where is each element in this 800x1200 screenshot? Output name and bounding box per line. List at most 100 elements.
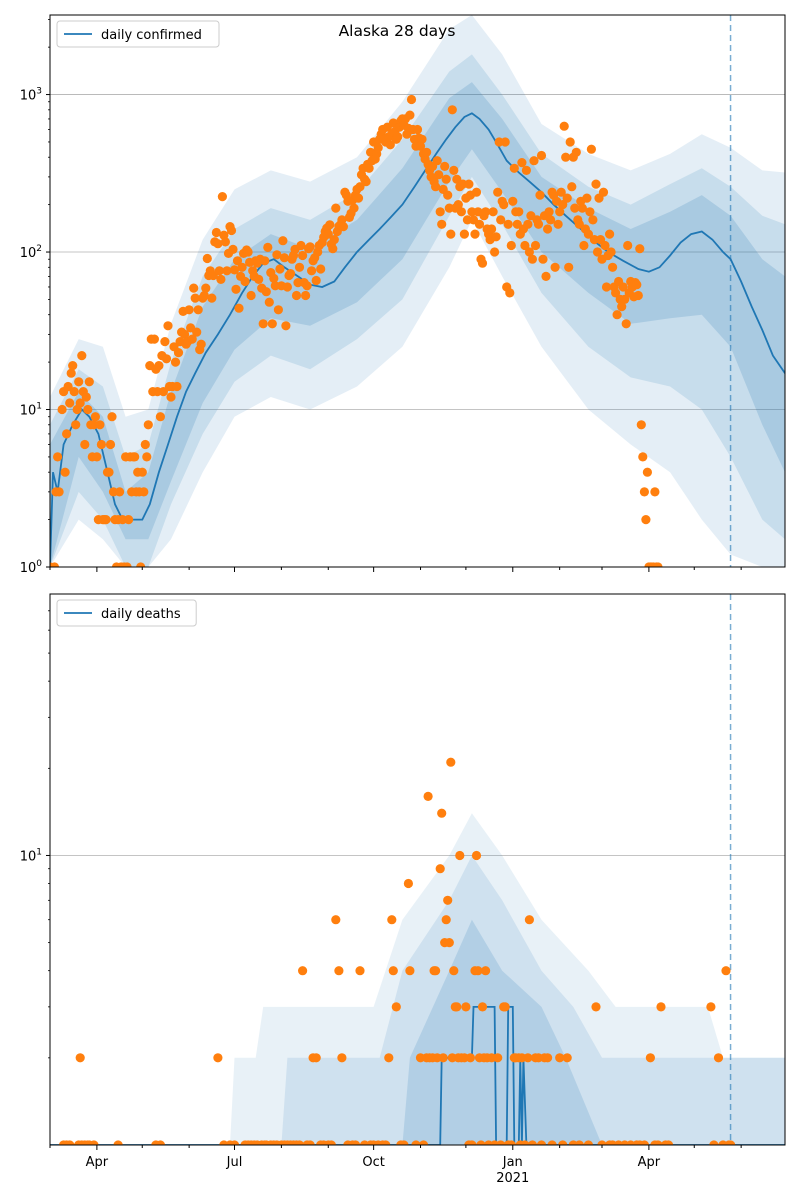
data-point xyxy=(278,236,288,246)
data-point xyxy=(96,439,106,450)
data-point xyxy=(523,1053,533,1063)
data-point xyxy=(403,878,413,889)
data-point xyxy=(481,966,491,976)
data-point xyxy=(237,262,247,272)
data-point xyxy=(663,1140,674,1145)
data-point xyxy=(465,1053,475,1063)
data-point xyxy=(641,515,651,525)
x-tick-label: Jul xyxy=(226,1155,243,1170)
plot-area xyxy=(50,594,785,1145)
data-point xyxy=(202,253,212,264)
data-point xyxy=(234,303,244,313)
data-point xyxy=(172,381,182,392)
data-point xyxy=(74,377,84,387)
uncertainty-band xyxy=(50,919,785,1145)
data-point xyxy=(586,144,597,154)
data-point xyxy=(412,124,423,135)
data-point xyxy=(50,562,60,567)
data-point xyxy=(620,294,630,304)
data-point xyxy=(406,94,417,105)
data-point xyxy=(75,398,85,408)
data-point xyxy=(387,915,397,925)
data-point xyxy=(533,219,544,229)
data-point xyxy=(405,966,415,976)
data-point xyxy=(521,165,532,175)
x-tick-label: Jan xyxy=(502,1155,523,1170)
x-tick-year-label: 2021 xyxy=(496,1171,529,1186)
data-point xyxy=(338,222,348,232)
data-point xyxy=(415,141,426,151)
data-point xyxy=(80,439,90,450)
data-point xyxy=(726,1140,736,1145)
data-point xyxy=(201,283,211,293)
data-point xyxy=(618,282,628,292)
data-point xyxy=(391,1002,401,1012)
data-point xyxy=(305,242,315,252)
data-point xyxy=(373,143,383,153)
chart-title: Alaska 28 days xyxy=(339,22,456,40)
data-point xyxy=(388,966,398,976)
data-point xyxy=(77,351,87,361)
data-point xyxy=(577,203,587,213)
data-point xyxy=(527,1140,537,1145)
data-point xyxy=(405,110,415,120)
data-point xyxy=(579,240,589,251)
data-point xyxy=(158,387,168,397)
data-point xyxy=(214,266,224,276)
uncertainty-band xyxy=(50,15,785,567)
data-point xyxy=(154,361,164,371)
data-point xyxy=(600,240,610,251)
data-point xyxy=(353,193,364,203)
data-point xyxy=(155,1140,165,1145)
data-point xyxy=(143,420,153,430)
data-point xyxy=(583,229,594,239)
data-point xyxy=(491,232,501,242)
data-point xyxy=(296,240,306,251)
data-point xyxy=(399,1140,409,1145)
data-point xyxy=(232,256,243,266)
data-point xyxy=(444,938,454,948)
data-point xyxy=(155,412,165,422)
data-point xyxy=(101,515,111,525)
x-tick-label: Apr xyxy=(638,1155,661,1170)
data-point xyxy=(279,253,289,263)
data-point xyxy=(477,1002,488,1012)
data-point xyxy=(434,170,444,180)
data-point xyxy=(423,791,433,802)
data-point xyxy=(269,273,279,283)
axes-frame xyxy=(49,14,786,568)
data-point xyxy=(272,250,282,260)
data-point xyxy=(598,187,609,197)
data-point xyxy=(471,850,482,861)
data-point xyxy=(124,515,134,525)
data-point xyxy=(543,1053,553,1063)
data-point xyxy=(65,398,75,408)
data-point xyxy=(567,182,577,192)
data-point xyxy=(713,1053,724,1063)
data-point xyxy=(561,152,571,162)
data-point xyxy=(240,276,250,287)
data-point xyxy=(66,368,76,378)
data-point xyxy=(464,179,474,189)
data-point xyxy=(721,966,731,976)
data-point xyxy=(653,1140,663,1145)
data-point xyxy=(305,1140,315,1145)
data-point xyxy=(311,1053,321,1063)
data-point xyxy=(422,147,432,157)
data-point xyxy=(544,207,554,217)
data-point xyxy=(440,161,450,171)
plot-area xyxy=(50,15,785,567)
data-point xyxy=(508,196,518,206)
data-point xyxy=(559,121,569,131)
data-point xyxy=(136,562,146,567)
data-point xyxy=(438,1053,448,1063)
data-point xyxy=(541,271,551,281)
data-point xyxy=(473,966,483,976)
uncertainty-band xyxy=(50,813,785,1145)
data-point xyxy=(231,284,241,294)
confirmed-chart-panel: 100 101 102 103 Alaska 28 days daily confirme… xyxy=(20,14,786,576)
data-point xyxy=(558,200,568,210)
data-point xyxy=(481,207,491,217)
data-point xyxy=(574,1140,584,1145)
